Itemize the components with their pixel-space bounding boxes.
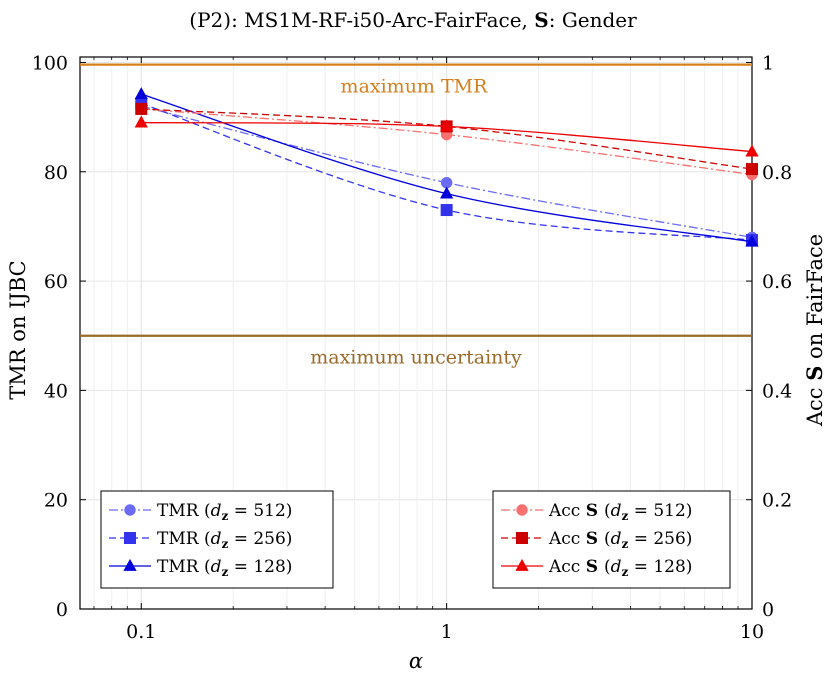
y-left-tick-label: 20 [44, 490, 68, 512]
reference-lines: maximum TMR maximum uncertainty [80, 63, 752, 369]
series-line [141, 108, 753, 170]
legends: TMR (dz = 512) TMR (dz = 256) TMR (dz = 12… [100, 490, 731, 589]
legend-left: TMR (dz = 512) TMR (dz = 256) TMR (dz = 12… [100, 490, 334, 589]
data-point [516, 532, 528, 544]
legend-label: TMR (dz = 512) [157, 501, 292, 523]
y-axis-right-label: Acc S on FairFace [802, 234, 827, 427]
plot-frame [79, 56, 753, 610]
y-right-tick-label: 0.2 [762, 490, 792, 512]
legend-entry: Acc S (dz = 256) [501, 529, 692, 551]
y-right-tick-label: 1 [762, 52, 774, 74]
y-left-tick-label: 60 [44, 271, 68, 293]
legend-entry: Acc S (dz = 128) [501, 557, 692, 579]
x-tick-label: 10 [740, 621, 764, 643]
y-right-tick-label: 0.6 [762, 271, 792, 293]
y-left-tick-label: 40 [44, 380, 68, 402]
data-point [124, 532, 136, 544]
series-acc-128 [134, 115, 759, 157]
reference-line-label: maximum TMR [341, 76, 489, 98]
y-left-tick-label: 100 [32, 52, 68, 74]
data-point [516, 504, 528, 516]
data-point [440, 176, 453, 189]
legend-right: Acc S (dz = 512) Acc S (dz = 256) Acc S (d… [492, 490, 731, 589]
data-point [123, 558, 137, 571]
data-point [440, 204, 453, 217]
legend-entry: Acc S (dz = 512) [501, 501, 692, 523]
legend-label: TMR (dz = 128) [157, 557, 292, 579]
y-left-tick-label: 80 [44, 162, 68, 184]
data-point [134, 115, 148, 128]
data-point [134, 87, 148, 100]
data-point [440, 186, 454, 199]
legend-entry: TMR (dz = 256) [109, 529, 292, 551]
legend-label: Acc S (dz = 256) [548, 529, 692, 551]
legend-label: Acc S (dz = 128) [548, 557, 692, 579]
legend-entry: TMR (dz = 512) [109, 501, 292, 523]
legend-label: TMR (dz = 256) [157, 529, 292, 551]
data-point [515, 558, 529, 571]
x-tick-label: 1 [441, 621, 453, 643]
chart-title: (P2): MS1M-RF-i50-Arc-FairFace, S: Gende… [189, 8, 637, 32]
x-axis-label: α [409, 649, 423, 673]
data-point [135, 102, 148, 115]
legend-entry: TMR (dz = 128) [109, 557, 292, 579]
y-left-tick-label: 0 [56, 599, 68, 621]
data-point [124, 504, 136, 516]
data-point [746, 163, 758, 176]
x-tick-label: 0.1 [126, 621, 156, 643]
y-right-tick-label: 0.4 [762, 380, 792, 402]
data-point [440, 119, 454, 132]
legend-box [100, 490, 334, 589]
series-group [134, 87, 759, 247]
data-point [745, 234, 759, 247]
legend-label: Acc S (dz = 512) [548, 501, 692, 523]
reference-line-label: maximum uncertainty [310, 347, 522, 369]
legend-box [492, 490, 731, 589]
y-right-tick-label: 0 [762, 599, 774, 621]
y-right-tick-label: 0.8 [762, 162, 792, 184]
series-tmr-128 [134, 87, 759, 247]
y-axis-left-label: TMR on IJBC [6, 260, 30, 399]
data-point [745, 144, 759, 157]
